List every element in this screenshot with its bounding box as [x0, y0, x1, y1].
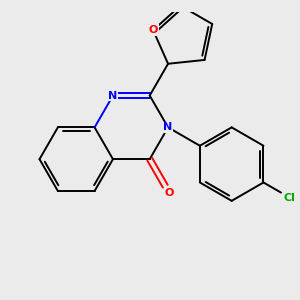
Text: O: O — [148, 25, 158, 35]
Text: N: N — [164, 122, 173, 132]
Text: Cl: Cl — [284, 193, 296, 203]
Text: O: O — [165, 188, 174, 198]
Text: N: N — [108, 91, 118, 100]
